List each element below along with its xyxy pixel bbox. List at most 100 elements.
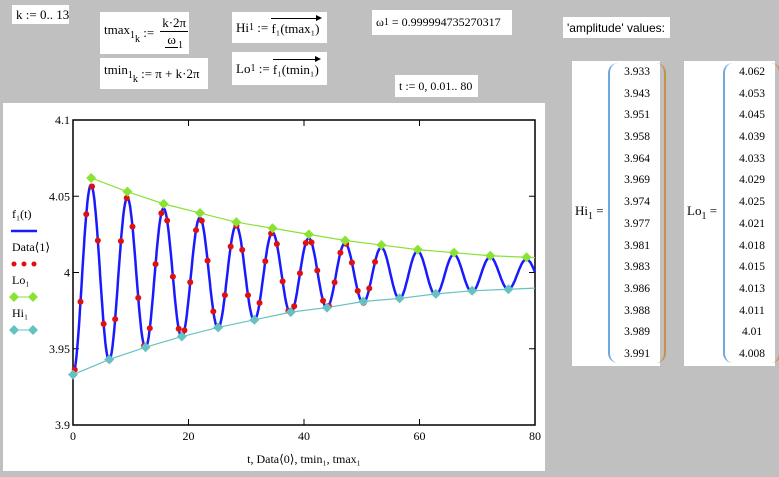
omega-value: = 0.999994735270317 [391, 15, 501, 29]
data-point [337, 249, 344, 256]
lo-lhs: Lo [236, 60, 251, 76]
data-point [77, 298, 84, 305]
hi-value: 3.969 [624, 174, 650, 187]
k-range-definition[interactable]: k := 0.. 13 [12, 5, 69, 24]
amplitude-label[interactable]: 'amplitude' values: [563, 17, 670, 38]
lo-marker [521, 252, 532, 263]
hi-definition[interactable]: Hi 1 := f₁(tmax₁) [232, 12, 327, 43]
plot-frame [72, 119, 536, 426]
lo-marker [122, 186, 133, 197]
data-point [193, 227, 200, 234]
data-point [221, 292, 228, 299]
lo-marker [194, 208, 205, 219]
hi-marker [503, 284, 514, 295]
hi-marker [68, 369, 78, 380]
x-tick-label: 0 [70, 429, 76, 443]
data-point [94, 237, 101, 244]
lo-marker [231, 217, 242, 228]
data-point [175, 325, 182, 332]
hi-value: 3.951 [624, 109, 650, 122]
legend-label-lo: Lo₁ [12, 273, 30, 287]
hi-matrix-label: Hi1 = [575, 203, 604, 222]
lo-value: 4.013 [739, 282, 765, 295]
lo-marker [340, 235, 351, 246]
hi-value: 3.943 [624, 87, 650, 100]
lo-marker [267, 223, 278, 234]
hi-marker [140, 342, 151, 353]
k-def-text: k := 0.. 13 [16, 6, 70, 22]
x-tick-label: 60 [414, 429, 426, 443]
legend-marker-hi [9, 325, 19, 335]
hi-marker [249, 314, 260, 325]
data-point [314, 267, 321, 274]
data-point [100, 320, 107, 327]
data-point [164, 217, 171, 224]
lo-matrix-region[interactable]: Lo1 = 4.062 4.053 4.045 4.039 4.033 4.029 4.02… [684, 61, 779, 366]
lo-value: 4.018 [739, 239, 765, 252]
y-tick-label: 4 [64, 266, 70, 280]
x-tick-label: 20 [183, 429, 195, 443]
data-point [366, 285, 373, 292]
data-point [331, 279, 338, 286]
y-tick-label: 3.9 [55, 418, 70, 432]
lo-marker [448, 247, 459, 258]
hi-lhs: Hi [236, 19, 249, 35]
legend-marker-hi [28, 325, 38, 335]
lo-vectorized-rhs: f₁(tmin₁) [272, 56, 321, 78]
legend-label-hi: Hi₁ [12, 306, 28, 320]
data-point [158, 210, 165, 217]
hi-marker [358, 296, 369, 307]
data-point [135, 294, 142, 301]
data-point [291, 303, 298, 310]
hi-envelope-line [72, 287, 536, 376]
data-point [320, 297, 327, 304]
y-tick-label: 4.05 [49, 189, 70, 203]
x-axis-label: t, Data⟨0⟩, tmin₁, tmax₁ [247, 452, 361, 466]
x-tick-label: 40 [298, 429, 310, 443]
data-point [256, 299, 263, 306]
tmax-definition[interactable]: tmax1k := k·2π ω 1 [100, 12, 189, 54]
hi-value: 3.977 [624, 217, 650, 230]
data-point [210, 308, 217, 315]
legend-marker-lo [28, 292, 38, 302]
xy-plot[interactable]: 0 20 40 60 80 3.9 3.95 4 4.05 4.1 t, Data⟨0⟩, tmin… [3, 103, 545, 471]
lo-value: 4.01 [741, 326, 763, 339]
omega-symbol: ω [376, 15, 384, 29]
lo-definition[interactable]: Lo 1 := f₁(tmin₁) [232, 52, 327, 85]
lo-marker [412, 244, 423, 255]
hi-value: 3.988 [624, 304, 650, 317]
y-tick-label: 4.1 [55, 113, 70, 127]
data-point [348, 259, 355, 266]
lo-marker [485, 250, 496, 261]
legend-marker-lo [9, 292, 19, 302]
tmin-definition[interactable]: tmin1k := π + k·2π [100, 58, 208, 89]
data-point [204, 257, 211, 264]
hi-marker [104, 354, 115, 365]
hi-value: 3.983 [624, 261, 650, 274]
hi-matrix-region[interactable]: Hi1 = 3.933 3.943 3.951 3.958 3.964 3.969 3.97… [572, 61, 666, 366]
assign-op: := [257, 19, 269, 35]
data-point [239, 246, 246, 253]
lo-matrix: 4.062 4.053 4.045 4.039 4.033 4.029 4.025 4.021… [723, 63, 779, 363]
lo-value: 4.039 [739, 131, 765, 144]
tmax-lhs: tmax1k [104, 21, 140, 45]
data-point [129, 223, 136, 230]
legend-label-data: Data⟨1⟩ [12, 240, 50, 254]
lo-value: 4.015 [739, 261, 765, 274]
hi-vectorized-rhs: f₁(tmax₁) [271, 15, 322, 37]
lo-envelope-line [90, 177, 536, 259]
data-point [302, 239, 309, 246]
data-point [169, 273, 176, 280]
plot-svg: 0 20 40 60 80 3.9 3.95 4 4.05 4.1 t, Data⟨0⟩, tmin… [9, 113, 541, 466]
hi-value: 3.974 [624, 196, 650, 209]
hi-value: 3.981 [624, 239, 650, 252]
hi-value: 3.989 [624, 326, 650, 339]
t-range-definition[interactable]: t := 0, 0.01.. 80 [395, 75, 478, 97]
amplitude-text: 'amplitude' values: [567, 20, 665, 35]
hi-marker [394, 293, 405, 304]
lo-marker [158, 198, 169, 209]
hi-marker [321, 302, 332, 313]
lo-value: 4.062 [739, 66, 765, 78]
data-point [354, 287, 361, 294]
